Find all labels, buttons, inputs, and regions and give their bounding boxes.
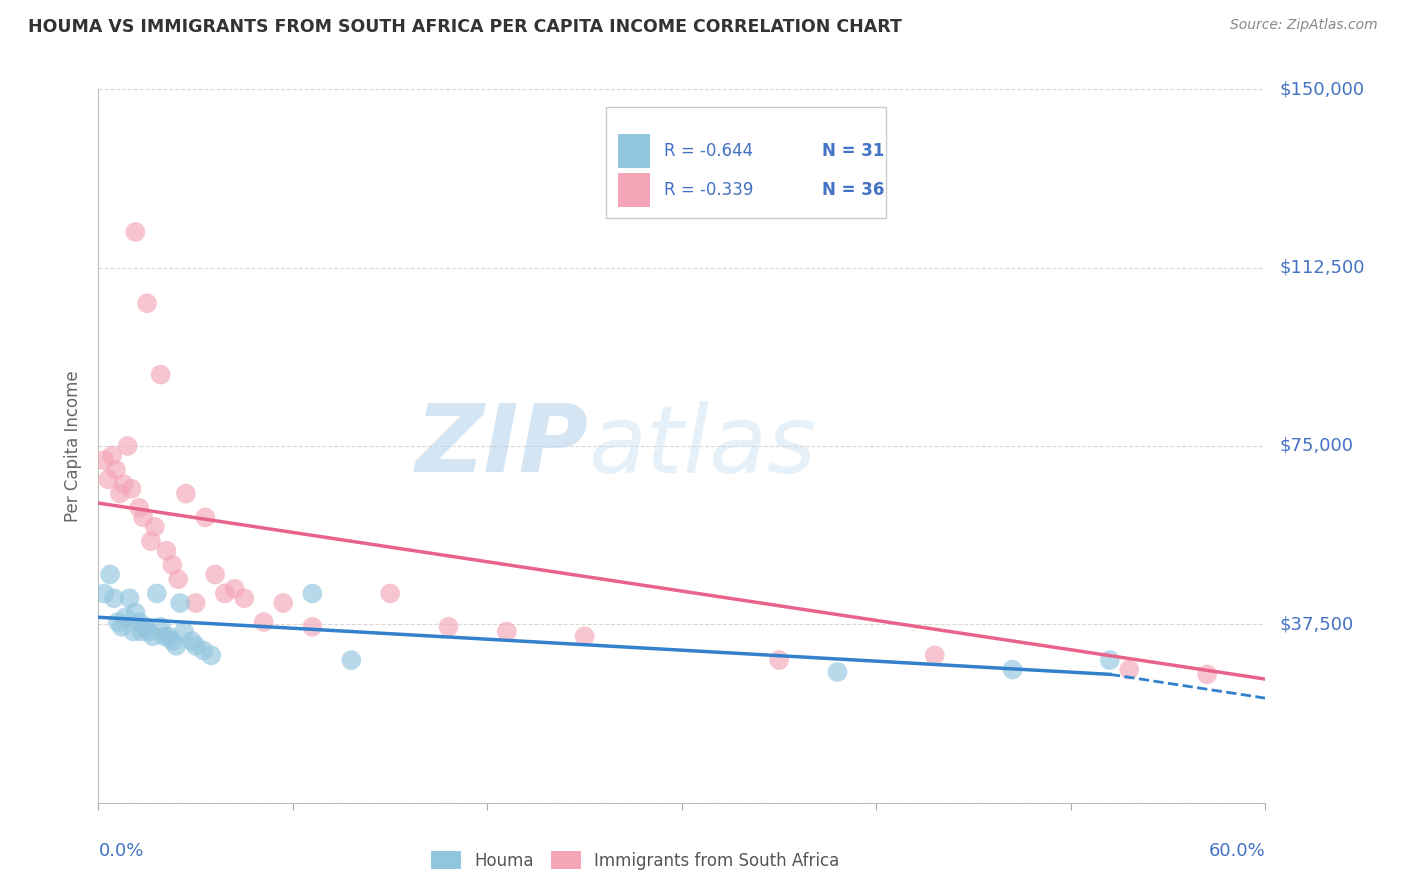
Point bbox=[157, 629, 180, 643]
Point bbox=[149, 620, 172, 634]
Point bbox=[768, 653, 790, 667]
Point bbox=[173, 624, 195, 639]
Point bbox=[128, 615, 150, 629]
Point bbox=[301, 586, 323, 600]
Point bbox=[121, 482, 143, 496]
Point bbox=[146, 586, 169, 600]
Legend: Houma, Immigrants from South Africa: Houma, Immigrants from South Africa bbox=[425, 845, 846, 877]
Point bbox=[162, 558, 184, 572]
Point bbox=[149, 368, 172, 382]
Point bbox=[118, 591, 141, 606]
Point bbox=[827, 665, 849, 679]
Point bbox=[103, 591, 125, 606]
Point bbox=[194, 510, 217, 524]
Point bbox=[104, 463, 127, 477]
Point bbox=[169, 596, 191, 610]
Point bbox=[924, 648, 946, 663]
Point bbox=[98, 567, 121, 582]
Point bbox=[101, 449, 124, 463]
Point bbox=[167, 572, 190, 586]
Point bbox=[162, 634, 184, 648]
Point bbox=[204, 567, 226, 582]
Point bbox=[224, 582, 246, 596]
Point bbox=[301, 620, 323, 634]
Point bbox=[129, 624, 152, 639]
Point bbox=[193, 643, 215, 657]
Point bbox=[378, 586, 402, 600]
Bar bbox=[617, 173, 651, 207]
Text: R = -0.644: R = -0.644 bbox=[665, 143, 754, 161]
Point bbox=[1098, 653, 1121, 667]
Point bbox=[214, 586, 236, 600]
Bar bbox=[617, 134, 651, 169]
Text: $37,500: $37,500 bbox=[1279, 615, 1354, 633]
Point bbox=[138, 624, 160, 639]
Point bbox=[114, 610, 136, 624]
Point bbox=[124, 225, 146, 239]
Point bbox=[136, 296, 159, 310]
Point bbox=[124, 606, 146, 620]
Text: $112,500: $112,500 bbox=[1279, 259, 1365, 277]
Point bbox=[134, 620, 156, 634]
Point bbox=[184, 596, 207, 610]
Point bbox=[139, 534, 162, 549]
Point bbox=[574, 629, 596, 643]
Y-axis label: Per Capita Income: Per Capita Income bbox=[65, 370, 83, 522]
Point bbox=[271, 596, 294, 610]
Point bbox=[200, 648, 222, 663]
Point bbox=[93, 453, 115, 467]
Point bbox=[1001, 663, 1024, 677]
Point bbox=[165, 639, 187, 653]
Text: HOUMA VS IMMIGRANTS FROM SOUTH AFRICA PER CAPITA INCOME CORRELATION CHART: HOUMA VS IMMIGRANTS FROM SOUTH AFRICA PE… bbox=[28, 18, 903, 36]
Text: $150,000: $150,000 bbox=[1279, 80, 1364, 98]
Point bbox=[184, 639, 207, 653]
Point bbox=[122, 624, 145, 639]
Text: Source: ZipAtlas.com: Source: ZipAtlas.com bbox=[1230, 18, 1378, 32]
Point bbox=[437, 620, 460, 634]
Point bbox=[340, 653, 363, 667]
Point bbox=[233, 591, 256, 606]
Point bbox=[108, 486, 131, 500]
Text: N = 36: N = 36 bbox=[823, 181, 884, 199]
Text: N = 31: N = 31 bbox=[823, 143, 884, 161]
Point bbox=[153, 629, 176, 643]
Point bbox=[107, 615, 129, 629]
Point bbox=[155, 543, 177, 558]
Point bbox=[174, 486, 197, 500]
Point bbox=[132, 510, 155, 524]
Point bbox=[117, 439, 139, 453]
Point bbox=[128, 500, 150, 515]
Text: ZIP: ZIP bbox=[416, 400, 589, 492]
Point bbox=[142, 629, 165, 643]
Text: atlas: atlas bbox=[589, 401, 817, 491]
Text: 0.0%: 0.0% bbox=[98, 842, 143, 860]
Point bbox=[97, 472, 120, 486]
Point bbox=[1118, 663, 1140, 677]
Point bbox=[143, 520, 166, 534]
Point bbox=[180, 634, 202, 648]
Point bbox=[112, 477, 135, 491]
Text: R = -0.339: R = -0.339 bbox=[665, 181, 754, 199]
Point bbox=[111, 620, 134, 634]
Point bbox=[93, 586, 115, 600]
Point bbox=[253, 615, 276, 629]
Point bbox=[495, 624, 517, 639]
Text: $75,000: $75,000 bbox=[1279, 437, 1354, 455]
FancyBboxPatch shape bbox=[606, 107, 886, 218]
Point bbox=[1195, 667, 1218, 681]
Text: 60.0%: 60.0% bbox=[1209, 842, 1265, 860]
